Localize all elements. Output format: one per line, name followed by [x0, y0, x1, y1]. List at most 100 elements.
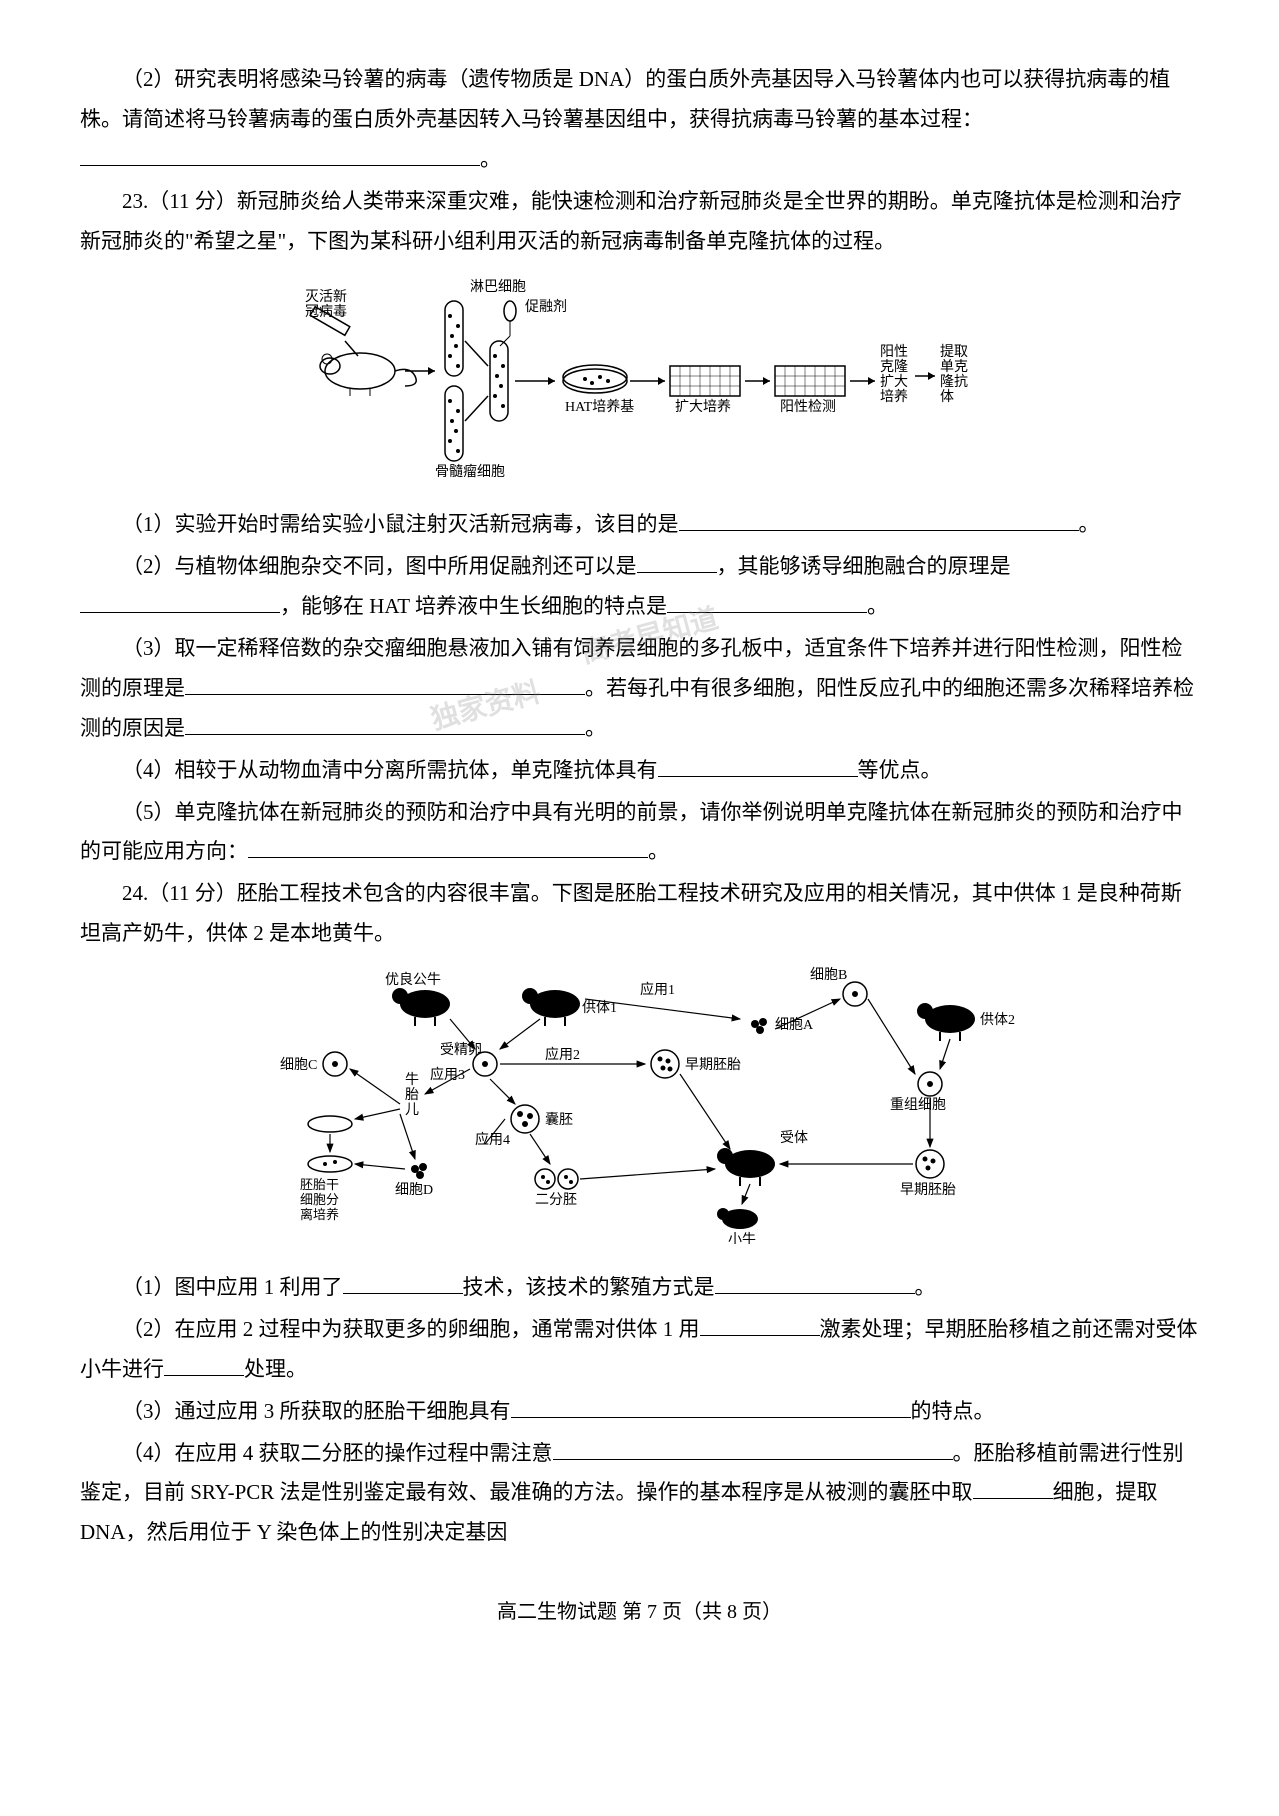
q23-intro-text: 新冠肺炎给人类带来深重灾难，能快速检测和治疗新冠肺炎是全世界的期盼。单克隆抗体是… — [80, 189, 1182, 253]
blank — [658, 752, 858, 777]
fusion-agent-icon — [504, 301, 516, 336]
q24-p3-prefix: （3）通过应用 3 所获取的胚胎干细胞具有 — [122, 1399, 511, 1423]
embryo-early-icon — [651, 1050, 679, 1078]
extract-label-2: 单克 — [940, 359, 968, 375]
fetus-label3: 儿 — [405, 1102, 419, 1118]
q24-p1: （1）图中应用 1 利用了 技术，该技术的繁殖方式是 。 — [80, 1268, 1199, 1308]
q22-part2-suffix: 。 — [480, 147, 501, 171]
stemcell-label1: 胚胎干 — [300, 1177, 339, 1192]
q23-p2: （2）与植物体细胞杂交不同，图中所用促融剂还可以是 ，其能够诱导细胞融合的原理是 ，… — [80, 547, 1199, 627]
q24-diagram: 优良公牛 供体1 供体2 — [80, 964, 1199, 1258]
app4-label: 应用4 — [475, 1131, 510, 1148]
lymphocyte-tube — [445, 301, 463, 376]
blank — [553, 1434, 953, 1459]
donor2-label: 供体2 — [980, 1012, 1015, 1028]
q24-intro-text: 胚胎工程技术包含的内容很丰富。下图是胚胎工程技术研究及应用的相关情况，其中供体 … — [80, 881, 1182, 945]
bull-label: 优良公牛 — [385, 972, 441, 988]
q23-p1: （1）实验开始时需给实验小鼠注射灭活新冠病毒，该目的是。 — [80, 505, 1199, 545]
blank — [80, 588, 280, 613]
virus-label: 灭活新 — [305, 289, 347, 305]
fetus-label2: 胎 — [405, 1087, 419, 1103]
q23-p2-mid1: ，其能够诱导细胞融合的原理是 — [717, 554, 1011, 578]
clone-label-2: 克隆 — [880, 359, 908, 375]
q23-p5: （5）单克隆抗体在新冠肺炎的预防和治疗中具有光明的前景，请你举例说明单克隆抗体在… — [80, 793, 1199, 873]
stemcell-label3: 离培养 — [300, 1207, 339, 1222]
cellD-icon — [411, 1163, 427, 1179]
q23-intro: 23.（11 分）新冠肺炎给人类带来深重灾难，能快速检测和治疗新冠肺炎是全世界的… — [80, 182, 1199, 262]
myeloma-label: 骨髓瘤细胞 — [435, 463, 505, 480]
q24-number: 24. — [122, 881, 148, 905]
app1-label: 应用1 — [640, 981, 675, 998]
q23-p3: （3）取一定稀释倍数的杂交瘤细胞悬液加入铺有饲养层细胞的多孔板中，适宜条件下培养… — [80, 629, 1199, 749]
positive-label: 阳性检测 — [780, 399, 836, 415]
q23-p2-mid2: ，能够在 HAT 培养液中生长细胞的特点是 — [280, 594, 667, 618]
lymphocyte-label: 淋巴细胞 — [470, 279, 526, 295]
q23-marks: （11 分） — [148, 189, 236, 213]
expand-label: 扩大培养 — [675, 399, 731, 415]
multiwell-plate-2 — [775, 366, 845, 396]
recipient-icon — [717, 1148, 775, 1186]
calf-icon — [717, 1208, 758, 1229]
blank — [700, 1311, 820, 1336]
q23-p1-text: （1）实验开始时需给实验小鼠注射灭活新冠病毒，该目的是 — [122, 512, 679, 536]
q23-p4: （4）相较于从动物血清中分离所需抗体，单克隆抗体具有 等优点。 — [80, 751, 1199, 791]
virus-label2: 冠病毒 — [305, 304, 347, 320]
q23-p2-prefix: （2）与植物体细胞杂交不同，图中所用促融剂还可以是 — [122, 554, 637, 578]
q22-part2: （2）研究表明将感染马铃薯的病毒（遗传物质是 DNA）的蛋白质外壳基因导入马铃薯… — [80, 60, 1199, 180]
extract-label-4: 体 — [940, 389, 954, 405]
cellB-label: 细胞B — [810, 967, 847, 983]
q24-p1-mid: 技术，该技术的繁殖方式是 — [463, 1275, 715, 1299]
q23-p4-prefix: （4）相较于从动物血清中分离所需抗体，单克隆抗体具有 — [122, 758, 658, 782]
blank — [667, 588, 867, 613]
q22-part2-text: （2）研究表明将感染马铃薯的病毒（遗传物质是 DNA）的蛋白质外壳基因导入马铃薯… — [80, 67, 1170, 131]
recombinant-label: 重组细胞 — [890, 1097, 946, 1113]
q24-p2-prefix: （2）在应用 2 过程中为获取更多的卵细胞，通常需对供体 1 用 — [122, 1317, 700, 1341]
clone-label-4: 培养 — [880, 389, 908, 405]
q23-number: 23. — [122, 189, 148, 213]
calf-label: 小牛 — [728, 1232, 756, 1244]
app2-label: 应用2 — [545, 1046, 580, 1063]
recipient-label: 受体 — [780, 1130, 808, 1146]
q24-p2-suffix: 处理。 — [244, 1357, 307, 1381]
q24-p1-prefix: （1）图中应用 1 利用了 — [122, 1275, 343, 1299]
blastocyst-icon — [511, 1105, 539, 1133]
stemcell-label2: 细胞分 — [300, 1192, 339, 1207]
blank — [80, 141, 480, 166]
q23-p3-suffix: 。 — [585, 716, 606, 740]
q24-p3: （3）通过应用 3 所获取的胚胎干细胞具有的特点。 — [80, 1392, 1199, 1432]
app3-label: 应用3 — [430, 1066, 465, 1083]
myeloma-tube — [445, 386, 463, 461]
blank — [511, 1393, 911, 1418]
blank — [637, 548, 717, 573]
split-label: 二分胚 — [535, 1192, 577, 1208]
extract-label-3: 隆抗 — [940, 374, 968, 390]
mouse-icon — [320, 353, 416, 396]
q24-intro: 24.（11 分）胚胎工程技术包含的内容很丰富。下图是胚胎工程技术研究及应用的相… — [80, 874, 1199, 954]
blank — [164, 1351, 244, 1376]
clone-label-3: 扩大 — [880, 374, 908, 390]
petri-dish-icon — [563, 365, 627, 393]
q23-p2-suffix: 。 — [867, 594, 888, 618]
footer-text: 高二生物试题 第 7 页（共 8 页） — [497, 1601, 782, 1623]
cellC-label: 细胞C — [280, 1057, 317, 1073]
clone-label-1: 阳性 — [880, 344, 908, 360]
page-container: （2）研究表明将感染马铃薯的病毒（遗传物质是 DNA）的蛋白质外壳基因导入马铃薯… — [80, 60, 1199, 1631]
mixed-tube — [490, 341, 508, 421]
blank — [715, 1269, 915, 1294]
q23-diagram: 灭活新 冠病毒 淋巴细胞 促融剂 — [80, 271, 1199, 495]
donor2-icon — [917, 1003, 975, 1041]
embryo-early-label: 早期胚胎 — [685, 1057, 741, 1073]
q23-diagram-svg: 灭活新 冠病毒 淋巴细胞 促融剂 — [280, 271, 1000, 481]
blastocyst-label: 囊胚 — [545, 1111, 573, 1128]
hat-label: HAT培养基 — [565, 398, 634, 415]
fetus-label1: 牛 — [405, 1072, 419, 1088]
blank — [185, 670, 585, 695]
q24-p1-suffix: 。 — [915, 1275, 936, 1299]
multiwell-plate-1 — [670, 366, 740, 396]
blank — [248, 833, 648, 858]
page-footer: 高二生物试题 第 7 页（共 8 页） — [80, 1593, 1199, 1631]
blank — [185, 710, 585, 735]
cellD-label: 细胞D — [395, 1182, 433, 1198]
fertilized-label: 受精卵 — [440, 1042, 482, 1058]
q23-p4-suffix: 等优点。 — [858, 758, 942, 782]
